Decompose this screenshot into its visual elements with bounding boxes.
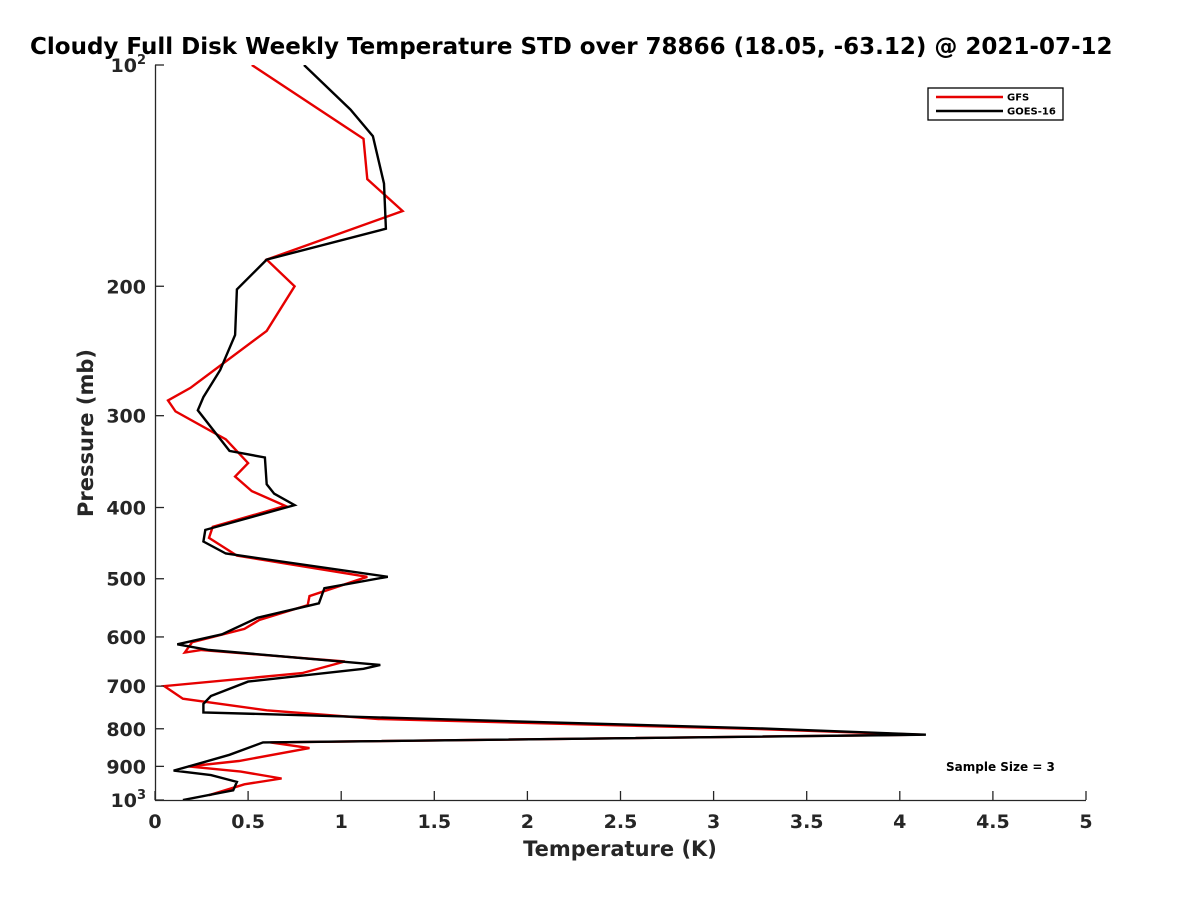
series-line-goes-16 [173,65,926,801]
x-tick-label: 4.5 [976,811,1010,833]
legend: GFS GOES-16 [927,87,1064,121]
x-axis-label: Temperature (K) [523,837,717,861]
y-tick-label: 700 [106,676,146,698]
x-tick-label: 2 [521,811,534,833]
series-line-gfs [160,65,921,797]
x-tick-label: 5 [1079,811,1092,833]
legend-label: GOES-16 [1007,107,1056,118]
legend-label: GFS [1007,93,1029,104]
x-tick-label: 3.5 [790,811,824,833]
y-axis-label: Pressure (mb) [74,349,98,517]
x-tick-label: 4 [893,811,906,833]
y-tick-label: 200 [106,276,146,298]
y-tick-label: 800 [106,719,146,741]
x-tick-label: 1 [335,811,348,833]
y-tick-label: 103 [111,788,147,812]
x-tick-label: 0.5 [231,811,265,833]
y-tick-label: 500 [106,569,146,591]
chart-title: Cloudy Full Disk Weekly Temperature STD … [30,34,1113,60]
x-tick-label: 3 [707,811,720,833]
y-tick-label: 400 [106,498,146,520]
y-tick-label: 900 [106,756,146,778]
x-tick-label: 1.5 [417,811,451,833]
x-tick-label: 0 [148,811,161,833]
y-tick-label: 102 [111,53,147,77]
x-tick-label: 2.5 [604,811,638,833]
y-tick-label: 600 [106,627,146,649]
y-tick-label: 300 [106,406,146,428]
sample-size-annotation: Sample Size = 3 [946,760,1055,774]
